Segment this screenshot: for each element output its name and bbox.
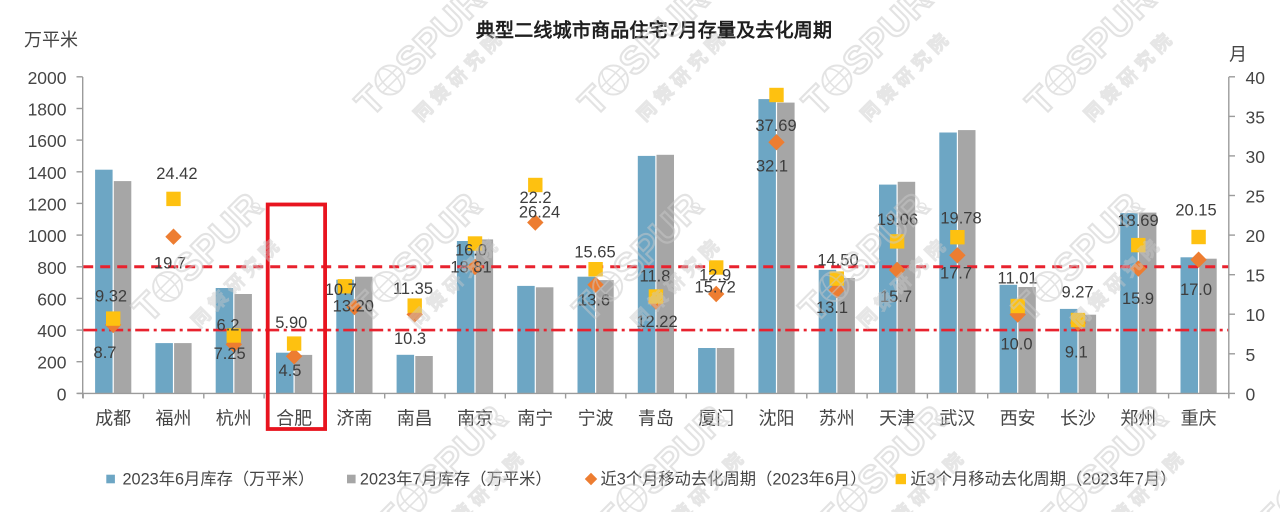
svg-text:15.72: 15.72 bbox=[695, 279, 736, 297]
svg-text:1800: 1800 bbox=[28, 100, 67, 120]
svg-text:17.0: 17.0 bbox=[1180, 281, 1212, 299]
svg-text:万平米: 万平米 bbox=[24, 30, 78, 50]
svg-text:11.35: 11.35 bbox=[393, 280, 433, 298]
svg-text:9.1: 9.1 bbox=[1065, 344, 1088, 362]
svg-text:18.81: 18.81 bbox=[450, 259, 491, 277]
svg-text:典型二线城市商品住宅7月存量及去化周期: 典型二线城市商品住宅7月存量及去化周期 bbox=[476, 19, 832, 42]
svg-text:15.7: 15.7 bbox=[880, 288, 912, 306]
svg-text:苏州: 苏州 bbox=[819, 409, 855, 429]
svg-text:4.5: 4.5 bbox=[279, 362, 302, 380]
svg-text:2000: 2000 bbox=[28, 68, 67, 88]
svg-text:200: 200 bbox=[37, 353, 66, 373]
svg-text:19.06: 19.06 bbox=[877, 211, 918, 229]
svg-text:南京: 南京 bbox=[457, 409, 493, 429]
svg-text:12.9: 12.9 bbox=[699, 266, 731, 284]
svg-text:20.15: 20.15 bbox=[1175, 201, 1216, 219]
svg-text:2023年7月库存（万平米）: 2023年7月库存（万平米） bbox=[360, 471, 552, 489]
svg-text:11.8: 11.8 bbox=[640, 268, 671, 286]
svg-text:40: 40 bbox=[1246, 68, 1266, 88]
svg-text:15.65: 15.65 bbox=[574, 243, 615, 261]
svg-text:22.2: 22.2 bbox=[519, 189, 551, 207]
svg-text:24.42: 24.42 bbox=[156, 165, 197, 183]
svg-text:2023年6月库存（万平米）: 2023年6月库存（万平米） bbox=[123, 471, 315, 489]
svg-text:400: 400 bbox=[37, 321, 66, 341]
svg-text:月: 月 bbox=[1229, 45, 1247, 65]
svg-text:30: 30 bbox=[1246, 147, 1266, 167]
svg-text:沈阳: 沈阳 bbox=[759, 409, 795, 429]
svg-text:13.6: 13.6 bbox=[578, 291, 610, 309]
svg-text:9.27: 9.27 bbox=[1061, 284, 1093, 302]
svg-text:5.90: 5.90 bbox=[275, 314, 307, 332]
svg-text:0: 0 bbox=[57, 384, 67, 404]
svg-text:25: 25 bbox=[1246, 187, 1265, 207]
svg-text:0: 0 bbox=[1246, 384, 1256, 404]
svg-text:杭州: 杭州 bbox=[216, 409, 252, 429]
svg-text:6.2: 6.2 bbox=[217, 316, 240, 334]
svg-text:32.1: 32.1 bbox=[756, 157, 788, 175]
svg-text:1000: 1000 bbox=[28, 226, 67, 246]
svg-text:1200: 1200 bbox=[28, 194, 67, 214]
svg-text:成都: 成都 bbox=[95, 409, 131, 429]
svg-text:14.50: 14.50 bbox=[817, 251, 858, 269]
svg-text:35: 35 bbox=[1246, 107, 1265, 127]
svg-text:西安: 西安 bbox=[1000, 409, 1036, 429]
svg-text:合肥: 合肥 bbox=[276, 409, 312, 429]
svg-text:17.7: 17.7 bbox=[940, 264, 972, 282]
svg-text:13.20: 13.20 bbox=[333, 297, 374, 315]
svg-text:8.7: 8.7 bbox=[94, 344, 117, 362]
svg-text:济南: 济南 bbox=[336, 409, 372, 429]
svg-text:天津: 天津 bbox=[879, 409, 915, 429]
svg-text:福州: 福州 bbox=[156, 409, 192, 429]
svg-text:20: 20 bbox=[1246, 226, 1266, 246]
svg-text:9.32: 9.32 bbox=[95, 288, 127, 306]
svg-text:37.69: 37.69 bbox=[755, 117, 796, 135]
svg-text:600: 600 bbox=[37, 289, 66, 309]
svg-text:12.22: 12.22 bbox=[636, 313, 677, 331]
svg-text:13.1: 13.1 bbox=[816, 299, 848, 317]
svg-text:武汉: 武汉 bbox=[939, 409, 975, 429]
svg-text:15.9: 15.9 bbox=[1122, 290, 1154, 308]
svg-text:长沙: 长沙 bbox=[1060, 409, 1096, 429]
svg-text:5: 5 bbox=[1246, 345, 1256, 365]
svg-text:18.69: 18.69 bbox=[1117, 212, 1158, 230]
svg-text:南昌: 南昌 bbox=[397, 409, 433, 429]
svg-text:10.0: 10.0 bbox=[1000, 336, 1032, 354]
svg-text:10: 10 bbox=[1246, 305, 1266, 325]
svg-text:26.24: 26.24 bbox=[519, 203, 560, 221]
svg-text:近3个月移动去化周期（2023年6月）: 近3个月移动去化周期（2023年6月） bbox=[601, 471, 867, 489]
svg-text:近3个月移动去化周期（2023年7月）: 近3个月移动去化周期（2023年7月） bbox=[910, 471, 1176, 489]
svg-text:1600: 1600 bbox=[28, 131, 67, 151]
svg-text:10.3: 10.3 bbox=[394, 330, 426, 348]
svg-text:800: 800 bbox=[37, 258, 66, 278]
svg-text:19.7: 19.7 bbox=[154, 254, 186, 272]
svg-text:10.7: 10.7 bbox=[325, 281, 357, 299]
svg-text:青岛: 青岛 bbox=[638, 409, 674, 429]
svg-text:7.25: 7.25 bbox=[214, 345, 246, 363]
svg-text:19.78: 19.78 bbox=[940, 210, 981, 228]
svg-text:宁波: 宁波 bbox=[578, 409, 614, 429]
svg-text:重庆: 重庆 bbox=[1181, 409, 1217, 429]
svg-text:南宁: 南宁 bbox=[517, 409, 553, 429]
svg-text:郑州: 郑州 bbox=[1120, 409, 1156, 429]
svg-text:11.01: 11.01 bbox=[998, 270, 1038, 288]
svg-text:15: 15 bbox=[1246, 266, 1265, 286]
svg-text:16.0: 16.0 bbox=[455, 242, 487, 260]
svg-text:1400: 1400 bbox=[28, 163, 67, 183]
